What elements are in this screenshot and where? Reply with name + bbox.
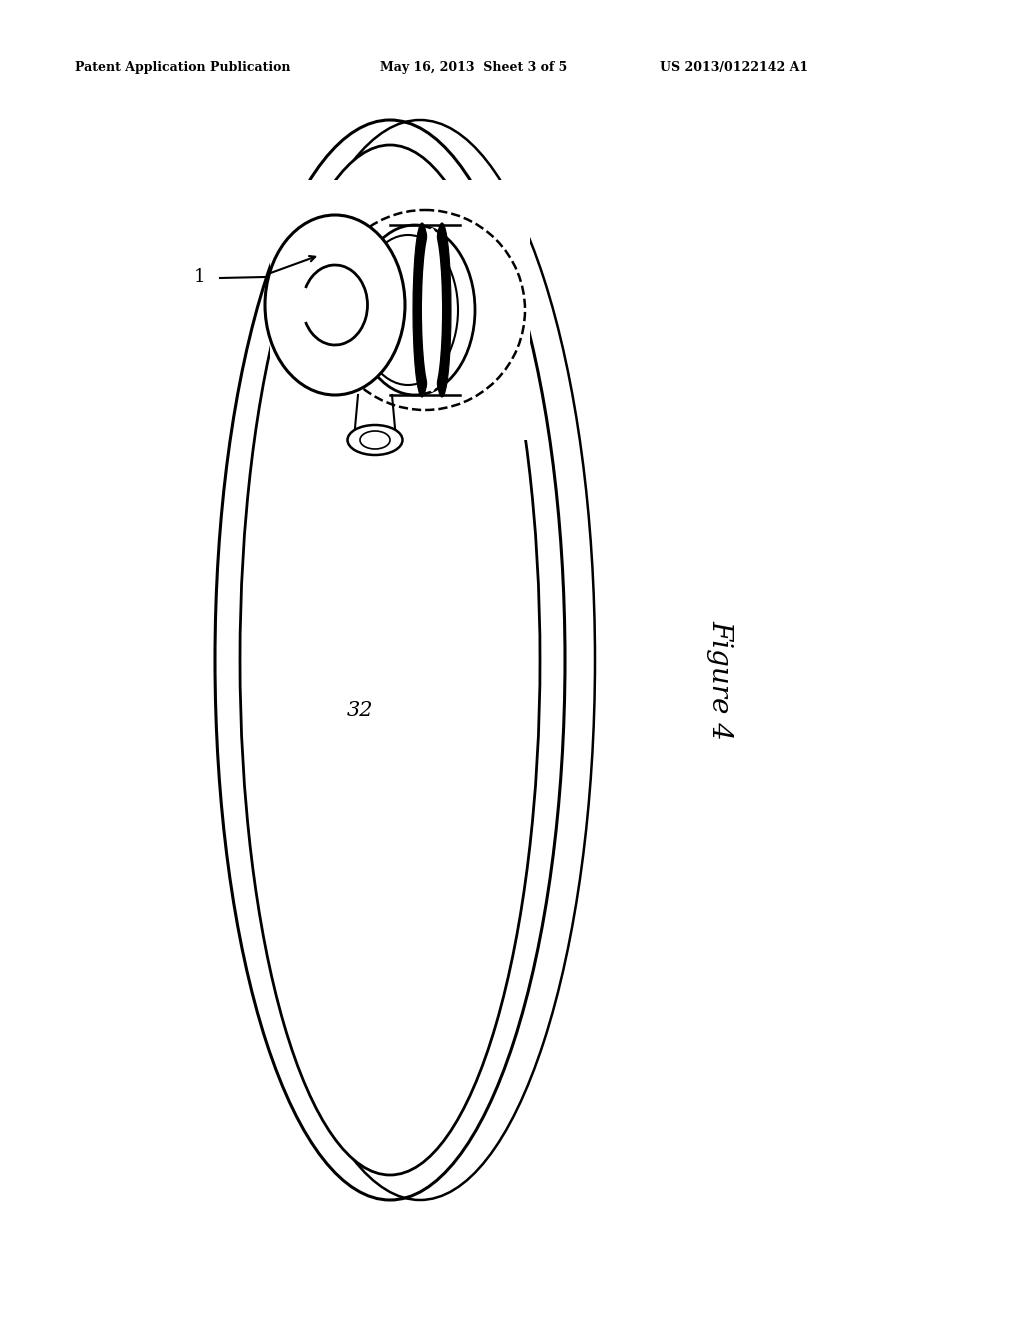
Ellipse shape — [433, 223, 451, 397]
Text: Patent Application Publication: Patent Application Publication — [75, 62, 291, 74]
Ellipse shape — [265, 215, 406, 395]
Ellipse shape — [422, 228, 442, 392]
Ellipse shape — [325, 210, 525, 411]
Ellipse shape — [355, 224, 475, 395]
Ellipse shape — [358, 235, 458, 385]
Ellipse shape — [347, 425, 402, 455]
Text: May 16, 2013  Sheet 3 of 5: May 16, 2013 Sheet 3 of 5 — [380, 62, 567, 74]
Ellipse shape — [240, 145, 540, 1175]
Ellipse shape — [413, 223, 431, 397]
Text: 1: 1 — [195, 268, 206, 286]
Text: 32: 32 — [347, 701, 374, 719]
Text: US 2013/0122142 A1: US 2013/0122142 A1 — [660, 62, 808, 74]
Ellipse shape — [360, 432, 390, 449]
Text: Figure 4: Figure 4 — [707, 620, 733, 741]
FancyBboxPatch shape — [270, 180, 530, 440]
